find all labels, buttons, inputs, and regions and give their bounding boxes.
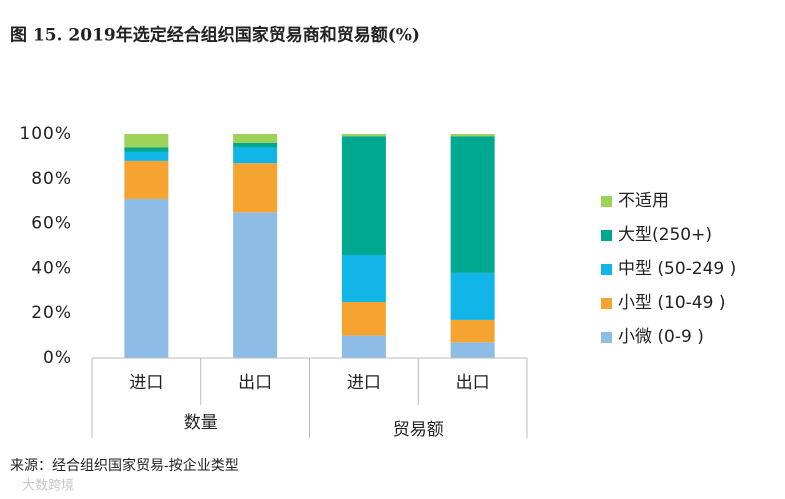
bar-segment [450,342,495,358]
group-label: 数量 [184,413,218,433]
bar-segment [124,198,169,358]
y-tick-label: 20% [31,303,72,323]
y-tick-label: 100% [19,124,72,144]
legend-swatch [601,196,612,207]
bar-segment [233,163,278,213]
bar-segment [124,134,169,148]
bar-segment [341,254,386,302]
y-tick-label: 40% [31,258,72,278]
bar-segment [233,147,278,164]
legend-label: 小型 (10-49 ) [618,293,725,313]
bar-segment [233,142,278,148]
x-tick-label: 进口 [129,373,163,393]
legend-label: 大型(250+) [618,225,712,245]
bar-segment [233,212,278,358]
legend-label: 小微 (0-9 ) [618,327,704,347]
legend-swatch [601,264,612,275]
y-tick-label: 0% [43,348,72,368]
y-tick-label: 80% [31,169,72,189]
chart-title: 图 15. 2019年选定经合组织国家贸易商和贸易额(%) [10,25,420,46]
bar-segment [341,134,386,137]
bar-segment [341,302,386,336]
bar-segment [341,136,386,255]
bar-segment [124,151,169,161]
bar-segment [341,335,386,358]
bar-segment [450,136,495,273]
x-tick-label: 进口 [347,373,381,393]
source: 来源：经合组织国家贸易-按企业类型 [10,457,239,474]
legend-swatch [601,230,612,241]
legend-label: 中型 (50-249 ) [618,259,736,279]
bar-segment [450,319,495,343]
legend-label: 不适用 [618,191,669,211]
x-tick-label: 出口 [456,373,490,393]
x-tick-label: 出口 [238,373,272,393]
group-label: 贸易额 [393,420,444,440]
bar-segment [450,134,495,137]
watermark: 大数跨境 [22,479,74,494]
legend-swatch [601,332,612,343]
y-tick-label: 60% [31,214,72,234]
bar-segment [124,160,169,199]
legend-swatch [601,298,612,309]
bar-segment [233,134,278,143]
bar-segment [124,147,169,152]
bar-segment [450,272,495,320]
